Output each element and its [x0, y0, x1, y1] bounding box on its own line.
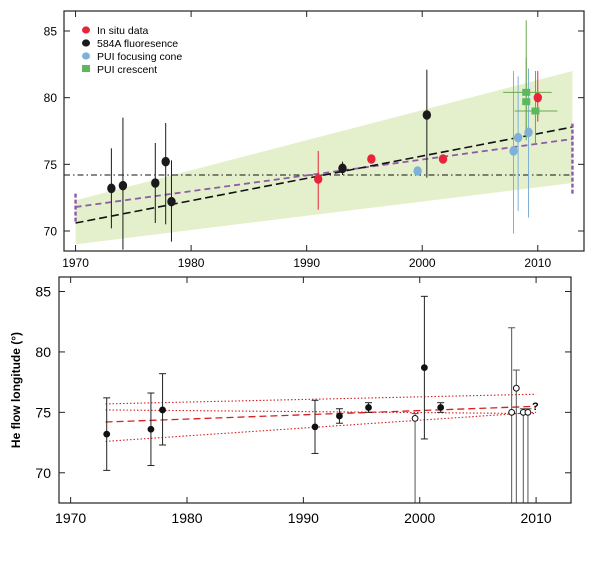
- data-point-0: [103, 430, 111, 438]
- data-point-9: [508, 408, 516, 416]
- bottom-x-tick-label: 1970: [55, 510, 86, 526]
- data-point-10: [512, 384, 520, 392]
- top-x-tick-label: 1970: [62, 256, 89, 270]
- crescent-point-0: [522, 88, 531, 96]
- legend-marker-in-situ: [82, 26, 90, 34]
- data-point-1: [147, 425, 155, 433]
- bottom-y-tick-label: 70: [35, 465, 51, 481]
- top-y-tick-label: 85: [44, 25, 58, 39]
- fluorescence-point-5: [338, 163, 347, 174]
- legend-item-crescent: PUI crescent: [82, 64, 157, 76]
- top-chart-axes: 70 75 80 85 1970 1980 1990 2000 2010: [44, 11, 584, 270]
- in_situ-point-3: [533, 92, 542, 103]
- data-point-6: [411, 415, 419, 422]
- bottom-x-tick-label: 2010: [521, 510, 552, 526]
- in_situ-point-2: [438, 154, 448, 164]
- bottom-chart-frame: [58, 276, 572, 504]
- bottom-chart-panel: 70 75 80 85 1970 1980 1990 2000 2010 He flow lon…: [9, 276, 572, 526]
- legend-label-in-situ: In situ data: [97, 25, 149, 37]
- bottom-x-tick-label: 1990: [288, 510, 319, 526]
- data-point-12: [524, 408, 532, 416]
- crescent-point-2: [531, 107, 540, 115]
- focusing_cone-point-0: [413, 166, 422, 176]
- data-point-2: [159, 406, 166, 414]
- fluorescence-point-1: [118, 180, 128, 191]
- data-point-7: [420, 364, 428, 372]
- bottom-y-tick-label: 75: [35, 404, 51, 420]
- crescent-point-1: [522, 98, 531, 106]
- top-x-tick-label: 2000: [409, 256, 436, 270]
- top-x-tick-label: 1980: [178, 256, 205, 270]
- legend-label-crescent: PUI crescent: [97, 64, 157, 76]
- question-mark-annotation: ?: [532, 401, 539, 413]
- top-x-tick-label: 1990: [293, 256, 320, 270]
- lower-bound-fit-line: [105, 411, 537, 442]
- bottom-y-tick-label: 85: [35, 284, 51, 300]
- confidence-band: [75, 71, 573, 245]
- legend-marker-focusing-cone: [82, 52, 90, 60]
- top-x-tick-label: 2010: [524, 256, 551, 270]
- data-point-8: [437, 404, 445, 411]
- in_situ-point-1: [367, 154, 376, 164]
- black-fit-line: [75, 126, 573, 224]
- data-point-5: [365, 404, 372, 411]
- in_situ-point-0: [314, 174, 323, 184]
- flat-bound-fit-line: [105, 409, 537, 415]
- data-point-3: [311, 423, 319, 431]
- bottom-y-tick-label: 80: [35, 344, 51, 360]
- legend-marker-fluorescence: [82, 39, 90, 47]
- focusing_cone-point-1: [509, 146, 518, 156]
- y-axis-label: He flow longitude (°): [9, 332, 23, 448]
- top-chart-frame: [63, 10, 585, 252]
- legend-item-in-situ: In situ data: [82, 25, 149, 37]
- legend-label-fluorescence: 584A fluoresence: [97, 38, 178, 50]
- fluorescence-point-6: [422, 110, 432, 120]
- legend-label-focusing-cone: PUI focusing cone: [97, 51, 182, 63]
- bottom-x-tick-label: 2000: [404, 510, 435, 526]
- central-fit-line: [105, 405, 537, 423]
- focusing_cone-point-3: [524, 127, 533, 138]
- upper-bound-fit-line: [105, 393, 537, 405]
- top-y-tick-label: 80: [44, 91, 58, 105]
- top-chart-panel: 70 75 80 85 1970 1980 1990 2000 2010 In situ dat…: [44, 10, 585, 270]
- data-point-4: [336, 412, 343, 420]
- fluorescence-point-4: [167, 196, 176, 207]
- top-y-tick-label: 70: [44, 225, 58, 239]
- fluorescence-point-3: [161, 156, 170, 167]
- focusing_cone-point-2: [513, 132, 523, 143]
- fluorescence-point-2: [151, 178, 160, 188]
- bottom-x-tick-label: 1980: [171, 510, 202, 526]
- bottom-chart-axes: 70 75 80 85 1970 1980 1990 2000 2010: [35, 277, 571, 526]
- top-y-tick-label: 75: [44, 158, 58, 172]
- fluorescence-point-0: [107, 183, 116, 194]
- top-chart-legend: In situ data 584A fluoresence PUI focusi…: [82, 25, 182, 76]
- legend-item-fluorescence: 584A fluoresence: [82, 38, 178, 50]
- legend-item-focusing-cone: PUI focusing cone: [82, 51, 182, 63]
- purple-fit-line: [75, 138, 573, 208]
- legend-marker-crescent: [82, 65, 90, 72]
